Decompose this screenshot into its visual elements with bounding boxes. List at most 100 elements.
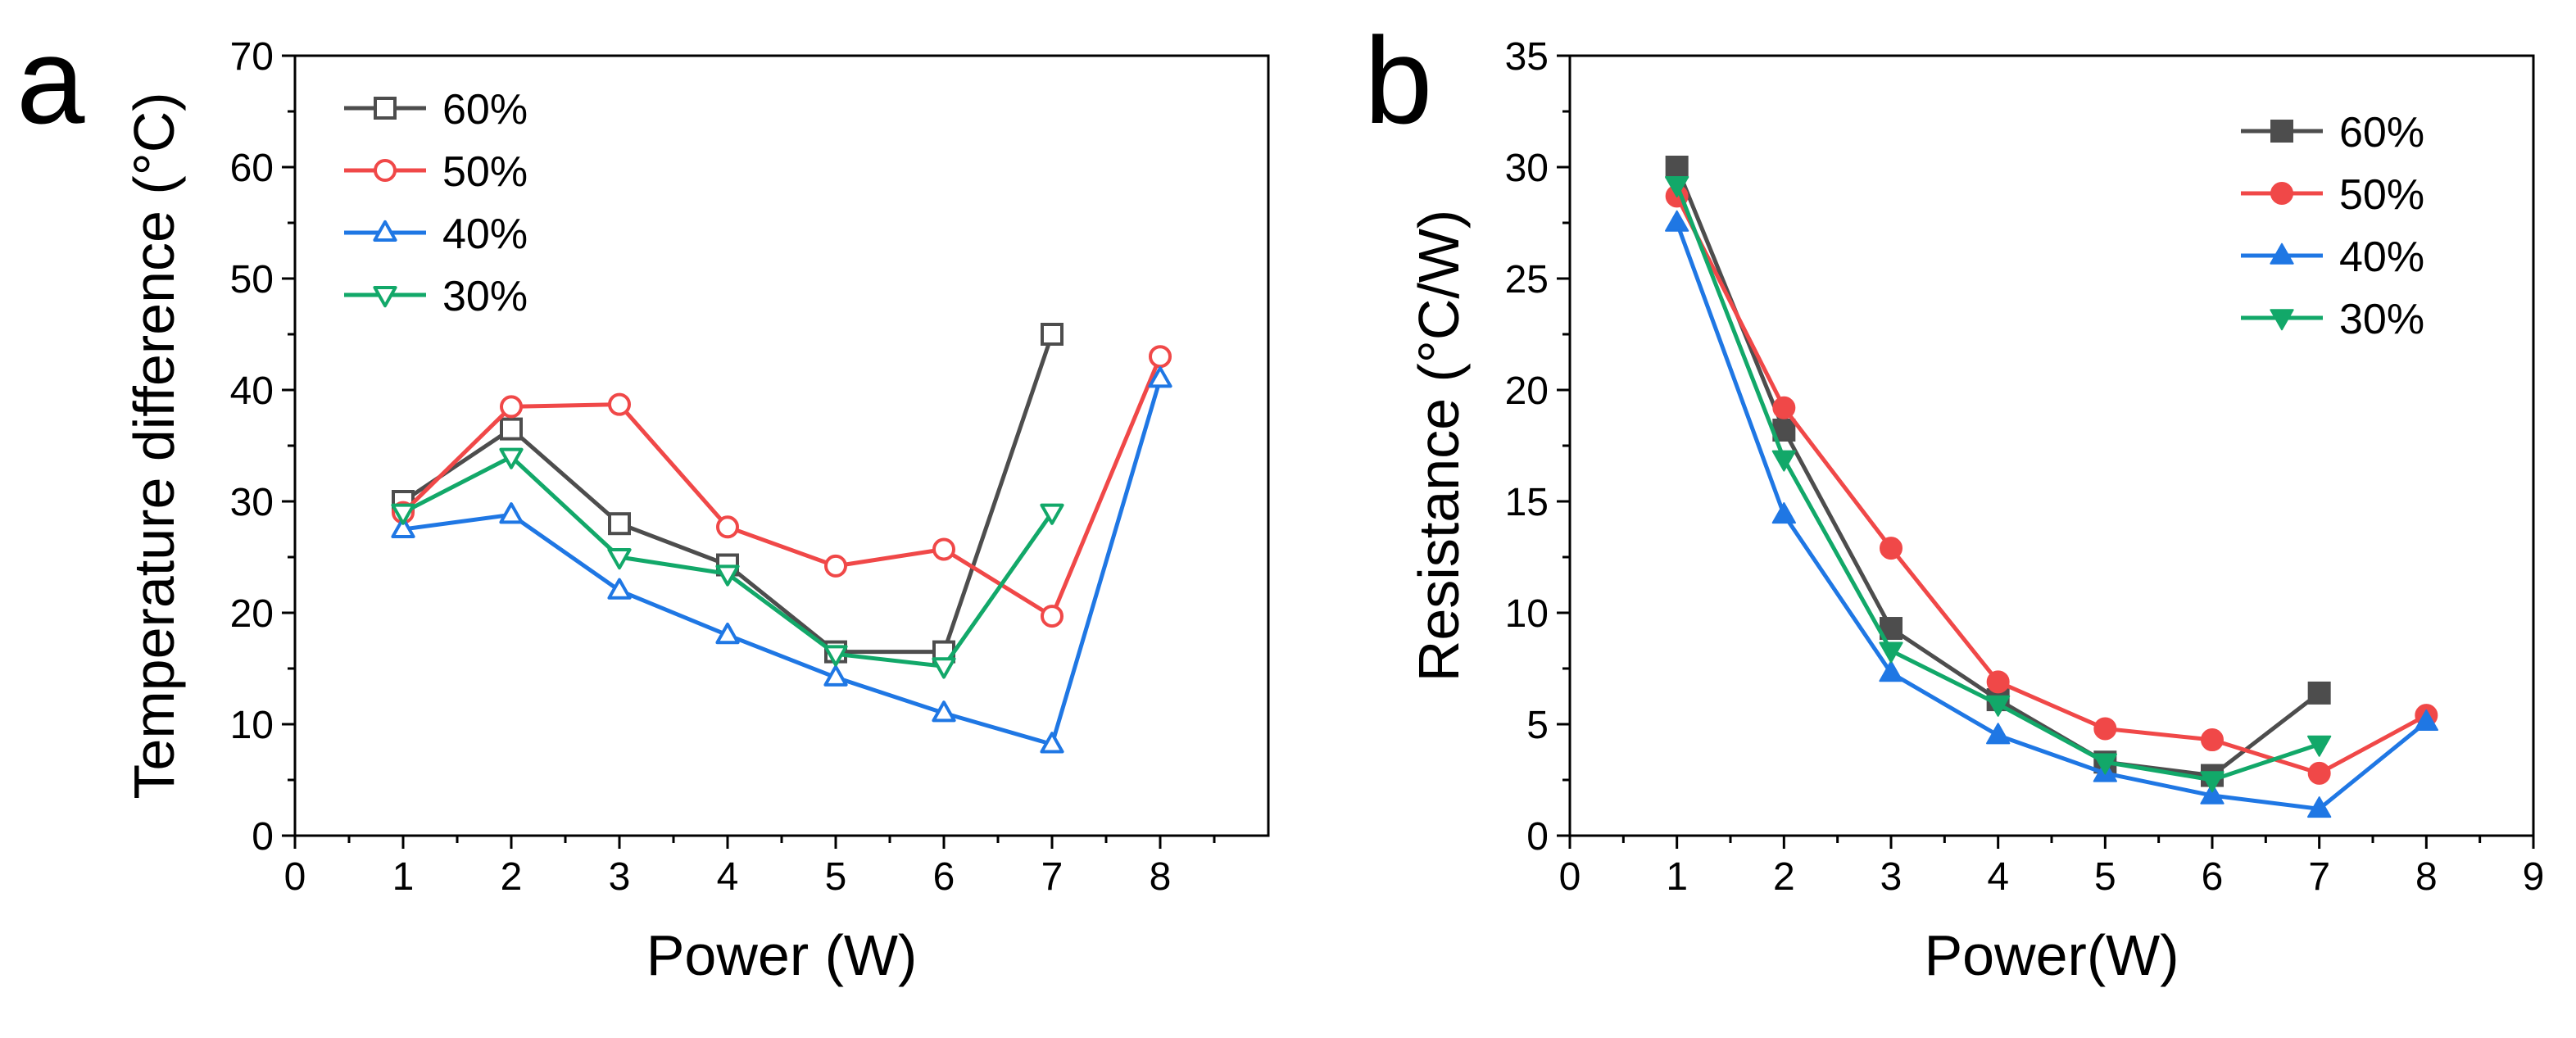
panel-b: b 0 1 2 3 4 5 6 7 8 9 0 5 10 15 20 25 30 35 Power(W) Resista… [1364, 11, 2544, 987]
panel-a-x-axis-label: Power (W) [646, 923, 918, 987]
panel-b-legend-label: 50% [2339, 171, 2424, 219]
panel-a-data-point [1040, 503, 1064, 525]
panel-a-data-point [932, 657, 956, 679]
panel-b-series-50pct [1665, 184, 2438, 785]
panel-a-data-point [607, 548, 632, 570]
panel-a-y-tick-label: 70 [230, 35, 274, 79]
panel-b-legend-marker [2270, 120, 2293, 143]
panel-a-data-point [716, 515, 739, 539]
panel-b-legend-marker [2270, 243, 2294, 265]
panel-b-y-tick-label: 5 [1526, 704, 1549, 747]
panel-b-data-point [2307, 761, 2331, 785]
panel-b-data-point [2414, 709, 2438, 732]
panel-a-data-point [499, 447, 524, 469]
panel-b-x-tick-label: 5 [2094, 855, 2116, 899]
panel-b-data-point [1771, 502, 1796, 524]
panel-b-x-tick-label: 2 [1773, 855, 1795, 899]
panel-b-data-point [2307, 681, 2331, 705]
panel-b-x-tick-label: 3 [1880, 855, 1903, 899]
panel-b-x-axis-label: Power(W) [1924, 923, 2179, 987]
panel-a-data-point [824, 554, 847, 578]
panel-a-legend-label: 60% [442, 86, 528, 134]
panel-a-data-point [391, 516, 415, 538]
panel-a-x-tick-label: 1 [392, 855, 415, 899]
panel-a-data-point [715, 623, 740, 645]
panel-b-series-line [1675, 195, 2428, 776]
panel-a-x-tick-label: 6 [933, 855, 955, 899]
panel-a-data-point [1040, 732, 1064, 754]
panel-a-y-tick-label: 40 [230, 369, 274, 413]
panel-a-x-tick-label: 3 [609, 855, 631, 899]
panel-a-series-40pct [391, 366, 1172, 754]
panel-b-y-axis-label: Resistance (°C/W) [1407, 210, 1471, 682]
panel-a-y-tick-label: 20 [230, 592, 274, 636]
panel-a-y-axis-label: Temperature difference (°C) [122, 92, 186, 799]
panel-a-data-point [500, 395, 523, 419]
panel-a-data-point [608, 392, 631, 416]
panel-b-y-tick-label: 30 [1505, 147, 1549, 190]
panel-b-data-point [1772, 396, 1796, 419]
panel-b-data-point [1879, 641, 1903, 664]
panel-a-data-point [1148, 366, 1172, 388]
panel-b-legend-label: 40% [2339, 233, 2424, 281]
panel-b-data-point [1665, 210, 1689, 232]
panel-a-data-point [932, 537, 955, 561]
panel-a-legend-marker [373, 220, 397, 242]
panel-b-x-tick-label: 0 [1559, 855, 1581, 899]
panel-letter-a: a [16, 11, 85, 149]
panel-a-data-point [500, 417, 523, 441]
panel-b-y-tick-label: 15 [1505, 481, 1549, 524]
panel-a-x-tick-label: 8 [1150, 855, 1172, 899]
panel-b-x-tick-label: 9 [2523, 855, 2545, 899]
panel-letter-b: b [1364, 11, 1432, 149]
panel-a-data-point [932, 700, 956, 723]
panel-b-y-tick-label: 35 [1505, 35, 1549, 79]
panel-b-x-tick-label: 8 [2415, 855, 2438, 899]
panel-b-data-point [1771, 450, 1796, 472]
panel-a-x-tick-label: 0 [284, 855, 306, 899]
panel-b-data-point [1986, 695, 2011, 717]
panel-b-x-tick-label: 1 [1666, 855, 1688, 899]
panel-b-data-point [2307, 796, 2332, 818]
panel-a-series-30pct [391, 447, 1064, 679]
panel-b-x-tick-label: 7 [2308, 855, 2330, 899]
panel-b-data-point [1880, 537, 1903, 560]
panel-a-x-tick-label: 2 [501, 855, 523, 899]
panel-b-legend-label: 30% [2339, 296, 2424, 343]
panel-a-x-tick-label: 4 [717, 855, 739, 899]
panel-b-series-line [1675, 222, 2428, 811]
panel-b-data-point [2201, 728, 2224, 752]
panel-a-series-line [401, 333, 1054, 655]
panel-a-legend-marker [374, 97, 397, 120]
panel-b-y-tick-label: 20 [1505, 369, 1549, 413]
panel-b-y-tick-label: 10 [1505, 592, 1549, 636]
panel-a-y-tick-label: 10 [230, 704, 274, 747]
panel-a-x-tick-label: 7 [1041, 855, 1064, 899]
panel-a: a 0 1 2 3 4 5 6 7 8 0 10 20 30 40 50 60 70 Power (W) Temper… [16, 11, 1270, 987]
panel-b-data-point [1986, 670, 2010, 694]
panel-b-y-tick-label: 0 [1526, 815, 1549, 859]
panel-b-data-point [1665, 176, 1689, 198]
panel-a-y-tick-label: 30 [230, 481, 274, 524]
panel-a-data-point [607, 578, 632, 600]
panel-b-series-40pct [1665, 210, 2438, 818]
panel-b-data-point [2093, 717, 2117, 741]
panel-b-data-point [1665, 156, 1689, 179]
panel-a-series-60pct [392, 323, 1064, 664]
panel-b-data-point [1986, 723, 2011, 745]
panel-b-x-tick-label: 6 [2202, 855, 2224, 899]
panel-a-data-point [1149, 345, 1172, 369]
panel-a-x-tick-label: 5 [825, 855, 847, 899]
panel-a-series-line [402, 378, 1163, 746]
panel-b-y-tick-label: 25 [1505, 258, 1549, 301]
panel-a-series-50pct [392, 345, 1172, 628]
panel-a-series-line [401, 356, 1163, 619]
panel-a-y-tick-label: 0 [252, 815, 274, 859]
panel-b-data-point [2307, 735, 2332, 757]
panel-b-data-point [2200, 782, 2225, 805]
panel-b-x-tick-label: 4 [1987, 855, 2009, 899]
panel-a-data-point [1041, 323, 1064, 346]
panel-a-legend-marker [373, 286, 397, 308]
panel-a-legend-label: 40% [442, 211, 528, 258]
